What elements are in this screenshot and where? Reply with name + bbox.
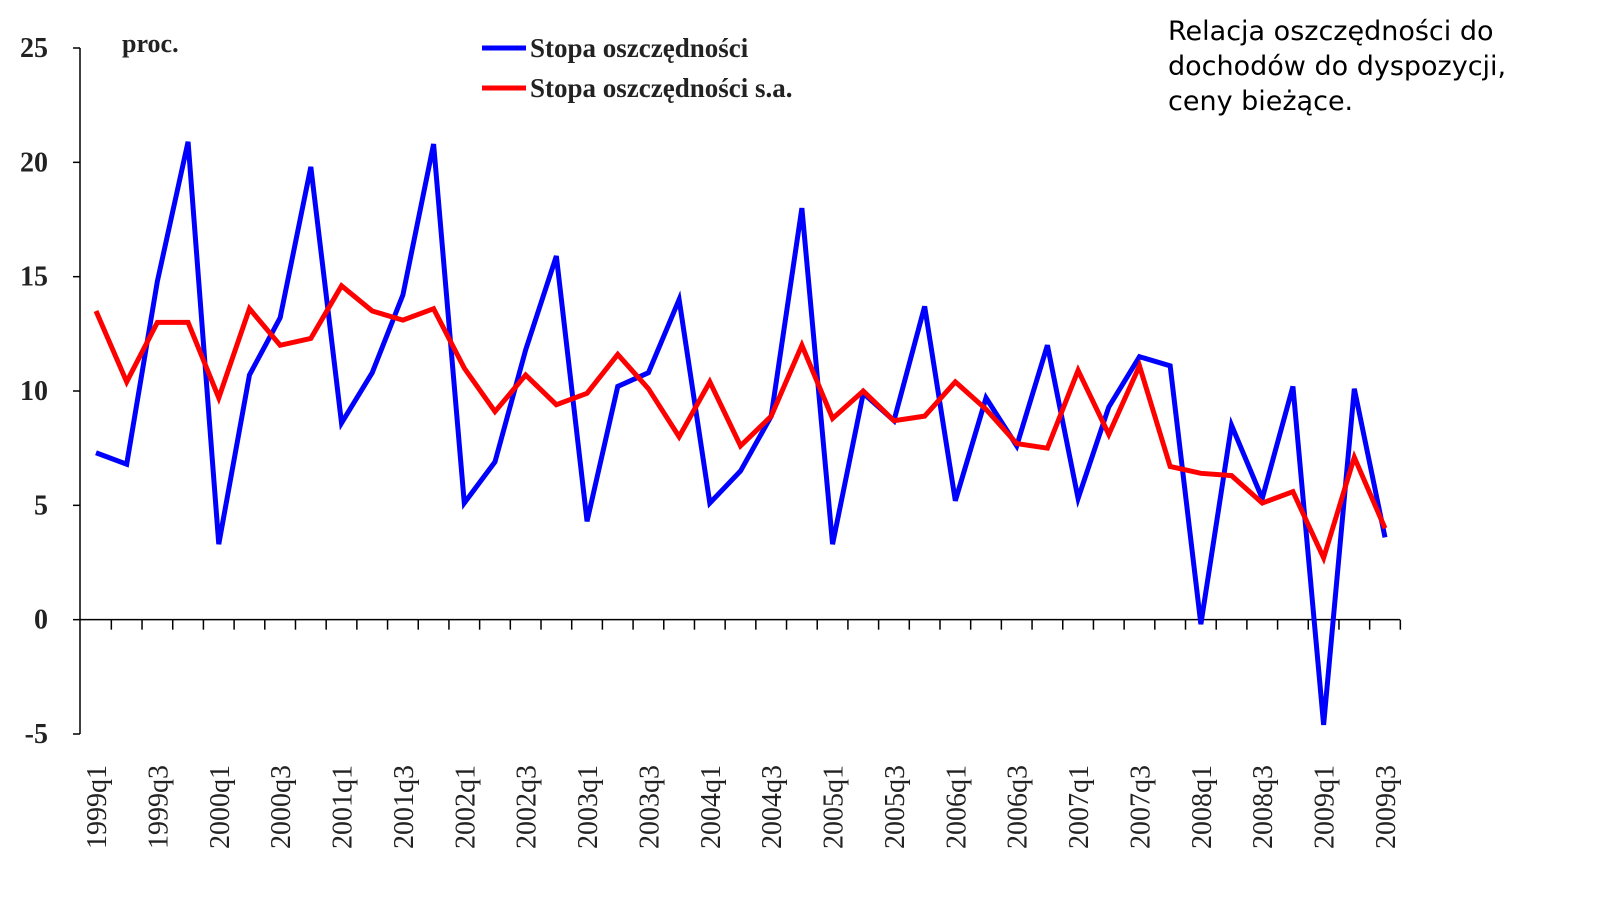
x-tick-label: 2004q1 [696, 765, 727, 849]
y-axis-label: proc. [122, 29, 179, 58]
x-tick-label: 2008q1 [1187, 765, 1218, 849]
x-tick-label: 2006q1 [941, 765, 972, 849]
x-tick-label: 2003q1 [573, 765, 604, 849]
y-tick-label: 25 [20, 33, 48, 64]
series-line [93, 282, 1388, 565]
x-tick-label: 2007q3 [1125, 765, 1156, 849]
x-tick-label: 1999q1 [82, 765, 113, 849]
annotation-line: Relacja oszczędności do [1168, 16, 1494, 47]
x-tick-label: 2007q1 [1064, 765, 1095, 849]
x-tick-label: 2002q3 [512, 765, 543, 849]
x-tick-label: 2008q3 [1248, 765, 1279, 849]
x-tick-label: 2001q1 [328, 765, 359, 849]
x-tick-label: 2005q3 [880, 765, 911, 849]
x-tick-label: 2000q3 [266, 765, 297, 849]
y-tick-label: 0 [34, 605, 48, 636]
x-tick-label: 2001q3 [389, 765, 420, 849]
annotation-line: ceny bieżące. [1168, 86, 1353, 117]
x-tick-label: 2004q3 [757, 765, 788, 849]
y-tick-label: 10 [20, 376, 48, 407]
y-tick-label: 15 [20, 262, 48, 293]
y-tick-label: 5 [34, 490, 48, 521]
y-tick-label: 20 [20, 147, 48, 178]
x-tick-label: 2009q1 [1310, 765, 1341, 849]
y-tick-label: -5 [25, 719, 48, 750]
x-tick-label: 2006q3 [1003, 765, 1034, 849]
x-tick-label: 2009q3 [1371, 765, 1402, 849]
legend-label: Stopa oszczędności [530, 33, 749, 63]
x-tick-label: 2002q1 [450, 765, 481, 849]
annotation-line: dochodów do dyspozycji, [1168, 51, 1506, 82]
legend-label: Stopa oszczędności s.a. [530, 73, 793, 103]
x-tick-label: 2003q3 [634, 765, 665, 849]
x-tick-label: 2000q1 [205, 765, 236, 849]
series-line [95, 141, 1388, 726]
x-tick-label: 2005q1 [819, 765, 850, 849]
x-tick-label: 1999q3 [143, 765, 174, 849]
annotation: Relacja oszczędności do dochodów do dyspo… [1168, 16, 1506, 117]
